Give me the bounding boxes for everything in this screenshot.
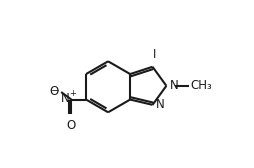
Text: N: N	[170, 79, 179, 92]
Text: +: +	[70, 89, 76, 98]
Text: I: I	[153, 48, 156, 60]
Text: CH₃: CH₃	[190, 79, 212, 92]
Text: −: −	[51, 86, 59, 96]
Text: O: O	[50, 85, 59, 98]
Text: O: O	[67, 119, 76, 132]
Text: N: N	[156, 98, 165, 111]
Text: N: N	[61, 92, 69, 105]
